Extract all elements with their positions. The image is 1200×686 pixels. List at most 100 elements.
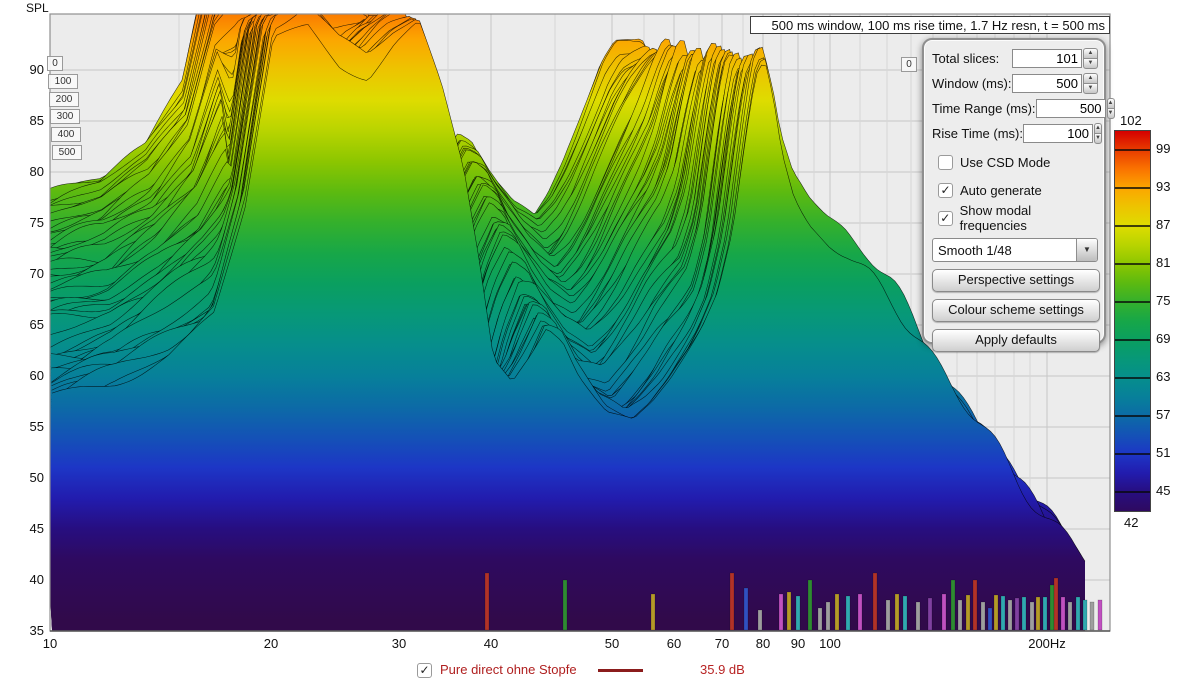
trace-legend: ✓ Pure direct ohne Stopfe 35.9 dB — [0, 659, 1200, 685]
settings-field-label: Window (ms): — [932, 76, 1012, 91]
colorbar-tick — [1115, 225, 1150, 227]
settings-checkbox-row[interactable]: ✓ Auto generate — [938, 180, 1098, 200]
settings-field-input[interactable] — [1012, 74, 1082, 93]
x-axis-tick-label: 100 — [819, 636, 841, 651]
time-slice-label: 0 — [47, 56, 63, 71]
modal-frequency-bar — [650, 593, 656, 631]
x-axis-tick-label: 60 — [666, 636, 682, 651]
stepper-buttons[interactable]: ▲ ▼ — [1106, 98, 1115, 119]
modal-frequency-bar — [915, 601, 921, 631]
stepper-buttons[interactable]: ▲ ▼ — [1094, 123, 1102, 144]
stepper-up-icon[interactable]: ▲ — [1083, 48, 1098, 58]
colorbar-tick — [1115, 415, 1150, 417]
time-slice-label-right: 0 — [901, 57, 917, 72]
modal-frequency-bar — [1049, 584, 1055, 631]
time-slice-label: 500 — [52, 145, 82, 160]
stepper-up-icon[interactable]: ▲ — [1094, 123, 1102, 133]
colorbar-tick — [1115, 453, 1150, 455]
modal-frequency-bar — [1089, 601, 1095, 631]
y-axis-tick-label: 55 — [29, 419, 44, 434]
colorbar-tick-label: 57 — [1156, 407, 1171, 422]
modal-frequency-bar — [1035, 596, 1041, 631]
modal-frequency-bar — [1097, 599, 1103, 631]
y-axis-title: SPL — [26, 1, 49, 15]
modal-frequency-bar — [902, 595, 908, 631]
modal-frequency-bar — [562, 579, 568, 631]
y-axis-tick-label: 40 — [29, 572, 44, 587]
apply-defaults-button[interactable]: Apply defaults — [932, 329, 1100, 352]
settings-field-input[interactable] — [1023, 124, 1093, 143]
modal-frequency-bar — [817, 607, 823, 631]
modal-frequency-bar — [484, 572, 490, 631]
stepper-down-icon[interactable]: ▼ — [1094, 133, 1102, 144]
settings-checkbox-row[interactable]: Use CSD Mode — [938, 152, 1098, 172]
y-axis-tick-label: 65 — [29, 317, 44, 332]
y-axis-tick-label: 70 — [29, 266, 44, 281]
x-axis-tick-label: 10 — [42, 636, 58, 651]
perspective-settings-button[interactable]: Perspective settings — [932, 269, 1100, 292]
modal-frequency-bar — [1000, 595, 1006, 631]
checkbox-checked[interactable]: ✓ — [938, 182, 953, 198]
y-axis-tick-label: 90 — [29, 62, 44, 77]
settings-field-row: Total slices: ▲▼ — [932, 48, 1098, 69]
modal-frequency-bar — [987, 607, 993, 631]
colorbar-tick-label: 69 — [1156, 331, 1171, 346]
chevron-down-icon[interactable]: ▼ — [1076, 239, 1097, 261]
modal-frequency-bar — [795, 595, 801, 631]
stepper-down-icon[interactable]: ▼ — [1106, 108, 1115, 119]
colorbar-tick-label: 93 — [1156, 179, 1171, 194]
modal-frequency-bar — [845, 595, 851, 631]
modal-frequency-bar — [872, 572, 878, 631]
y-axis-tick-label: 45 — [29, 521, 44, 536]
colorbar-tick — [1115, 263, 1150, 265]
modal-frequency-bar — [927, 597, 933, 631]
modal-frequency-bar — [786, 591, 792, 631]
checkbox-checked[interactable]: ✓ — [938, 210, 953, 226]
modal-frequency-bar — [972, 579, 978, 631]
stepper-down-icon[interactable]: ▼ — [1083, 58, 1098, 69]
settings-field-input[interactable] — [1035, 99, 1106, 118]
modal-frequency-bar — [834, 593, 840, 631]
modal-frequency-bar — [729, 572, 735, 631]
x-axis-tick-label: 40 — [483, 636, 499, 651]
y-axis-tick-label: 35 — [29, 623, 44, 638]
colour-scheme-settings-button[interactable]: Colour scheme settings — [932, 299, 1100, 322]
smoothing-dropdown[interactable]: Smooth 1/48 ▼ — [932, 238, 1098, 262]
stepper-down-icon[interactable]: ▼ — [1083, 83, 1098, 94]
time-slice-label: 400 — [51, 127, 81, 142]
modal-frequency-bar — [1007, 599, 1013, 631]
colorbar-tick-label: 63 — [1156, 369, 1171, 384]
stepper-up-icon[interactable]: ▲ — [1106, 98, 1115, 108]
settings-field-label: Time Range (ms): — [932, 101, 1036, 116]
waterfall-settings-panel: Total slices:▲▼Window (ms):▲▼Time Range … — [922, 38, 1115, 352]
modal-frequency-bar — [885, 599, 891, 631]
colorbar-tick-label: 87 — [1156, 217, 1171, 232]
stepper-up-icon[interactable]: ▲ — [1083, 73, 1098, 83]
x-axis-tick-label: 80 — [755, 636, 771, 651]
settings-checkbox-row[interactable]: ✓ Show modal frequencies — [938, 203, 1098, 233]
checkbox-unchecked[interactable] — [938, 154, 953, 170]
colorbar-tick-label: 75 — [1156, 293, 1171, 308]
trace-visibility-checkbox[interactable]: ✓ — [417, 663, 432, 678]
settings-field-row: Rise Time (ms): ▲▼ — [932, 123, 1102, 144]
trace-value: 35.9 dB — [700, 662, 745, 677]
modal-frequency-bar — [1060, 596, 1066, 631]
colorbar-tick-label: 45 — [1156, 483, 1171, 498]
settings-field-input[interactable] — [1012, 49, 1082, 68]
stepper-buttons[interactable]: ▲ ▼ — [1083, 48, 1098, 69]
colorbar-tick — [1115, 149, 1150, 151]
modal-frequency-bar — [980, 601, 986, 631]
x-axis-tick-label: 200Hz — [1028, 636, 1066, 651]
trace-color-swatch — [598, 669, 643, 672]
y-axis-tick-label: 60 — [29, 368, 44, 383]
stepper-buttons[interactable]: ▲ ▼ — [1083, 73, 1098, 94]
time-slice-label: 100 — [48, 74, 78, 89]
settings-field-row: Window (ms): ▲▼ — [932, 73, 1098, 94]
colorbar-tick — [1115, 491, 1150, 493]
modal-frequency-bar — [857, 593, 863, 631]
time-slice-label: 200 — [49, 92, 79, 107]
checkbox-label: Auto generate — [960, 182, 1042, 198]
trace-name[interactable]: Pure direct ohne Stopfe — [440, 662, 577, 677]
